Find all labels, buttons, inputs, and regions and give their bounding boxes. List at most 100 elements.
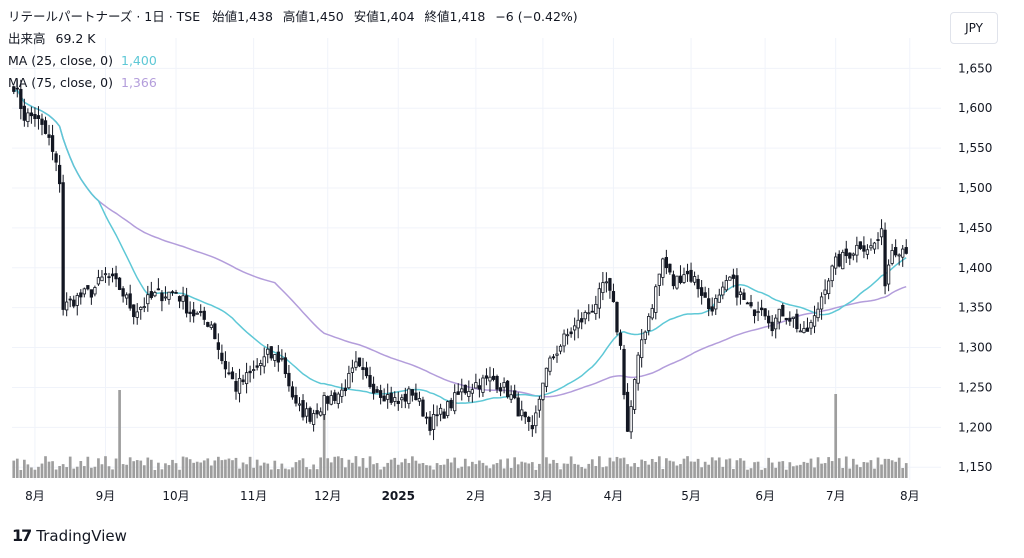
candle-body (393, 397, 397, 402)
candle-body (534, 412, 538, 427)
y-tick-label: 1,350 (958, 301, 992, 315)
volume-bar (876, 457, 880, 478)
volume-bar (164, 463, 167, 478)
volume-bar (834, 394, 838, 478)
currency-button[interactable]: JPY (950, 12, 998, 44)
candle-body (294, 394, 298, 404)
volume-bar (425, 465, 428, 478)
candle (728, 276, 732, 281)
candle-body (823, 289, 827, 295)
volume-bar (703, 461, 707, 478)
volume-bar (33, 469, 37, 478)
candle (311, 409, 316, 432)
close-label: 終値 (424, 9, 450, 24)
candle-body (361, 367, 365, 371)
candle-body (202, 310, 206, 320)
candle (188, 301, 192, 323)
candle-body (481, 377, 485, 393)
candle (509, 385, 513, 404)
symbol-title[interactable]: リテールパートナーズ · 1日 · TSE (8, 9, 201, 24)
candle (594, 295, 598, 320)
candle-body (548, 357, 552, 372)
volume-row: 出来高 69.2 K (8, 28, 578, 50)
candle-body (117, 277, 122, 290)
candle-body (590, 310, 594, 313)
candle (329, 390, 333, 406)
candle (308, 406, 312, 424)
ma25-row[interactable]: MA (25, close, 0) 1,400 (8, 50, 578, 72)
candle-body (22, 105, 26, 121)
candle-body (484, 375, 489, 379)
candle (460, 378, 464, 401)
candle-body (132, 304, 136, 318)
volume-bar (195, 461, 199, 478)
volume-bar (439, 465, 442, 478)
candle (495, 374, 499, 394)
volume-bar (319, 457, 323, 478)
volume-bar (714, 460, 718, 478)
candle (276, 345, 280, 372)
volume-bar (132, 461, 136, 478)
candle (481, 374, 485, 397)
candle-body (555, 353, 559, 356)
x-tick-label: 2025 (382, 489, 415, 503)
candle-body (386, 394, 390, 400)
candle (527, 415, 531, 431)
candle-body (463, 384, 467, 394)
volume-bar (104, 456, 107, 478)
volume-bar (904, 463, 908, 478)
candle (336, 391, 340, 409)
volume-bar (580, 467, 584, 478)
candle-body (184, 295, 189, 314)
candle-body (43, 120, 48, 134)
candle-body (357, 357, 362, 367)
ma75-row[interactable]: MA (75, close, 0) 1,366 (8, 72, 578, 94)
candle-body (530, 425, 534, 430)
candle (82, 287, 86, 298)
candle-body (657, 273, 661, 286)
candle (661, 257, 665, 286)
y-axis[interactable]: 1,150 1,200 1,250 1,300 1,350 1,400 1,450 1,500… (958, 61, 992, 474)
candle-body (170, 291, 175, 294)
volume-bar (396, 464, 400, 478)
volume-bar (756, 461, 760, 478)
tradingview-brand: TradingView (36, 526, 127, 545)
candle (43, 116, 48, 135)
x-axis[interactable]: 8月 9月 10月 11月 12月 2025 2月 3月 4月 5月 6月 7月 8月 (25, 489, 919, 503)
candle (354, 351, 358, 371)
volume-bar (276, 469, 280, 478)
candle (477, 378, 482, 398)
candle (520, 400, 524, 421)
volume-bar (432, 469, 435, 478)
candle-body (110, 273, 115, 277)
candle (68, 296, 72, 308)
volume-bar (841, 467, 845, 478)
candle (872, 241, 877, 254)
candle (611, 283, 616, 303)
volume-bar (855, 464, 859, 478)
candle (357, 357, 362, 368)
volume-bar (51, 461, 54, 478)
tradingview-logo[interactable]: 17 TradingView (12, 526, 127, 545)
volume-bar (481, 462, 485, 478)
ma75-line-group (13, 89, 907, 398)
candle-body (710, 306, 714, 312)
volume-bar (763, 468, 767, 478)
volume-bar (234, 457, 238, 478)
volume-bar (753, 462, 756, 478)
volume-bar (594, 466, 598, 478)
volume-bar (693, 461, 696, 478)
candle-body (509, 394, 513, 400)
candle (837, 250, 841, 268)
header-row: リテールパートナーズ · 1日 · TSE 始値1,438 高値1,450 安値… (8, 6, 578, 28)
volume-bar (513, 457, 517, 478)
candle (707, 287, 711, 317)
candle-body (841, 251, 845, 270)
candle-body (453, 392, 457, 412)
candle (19, 79, 23, 120)
volume-bar (523, 462, 527, 478)
volume-bar (516, 464, 520, 478)
candle (551, 354, 556, 360)
volume-bar (499, 459, 502, 478)
